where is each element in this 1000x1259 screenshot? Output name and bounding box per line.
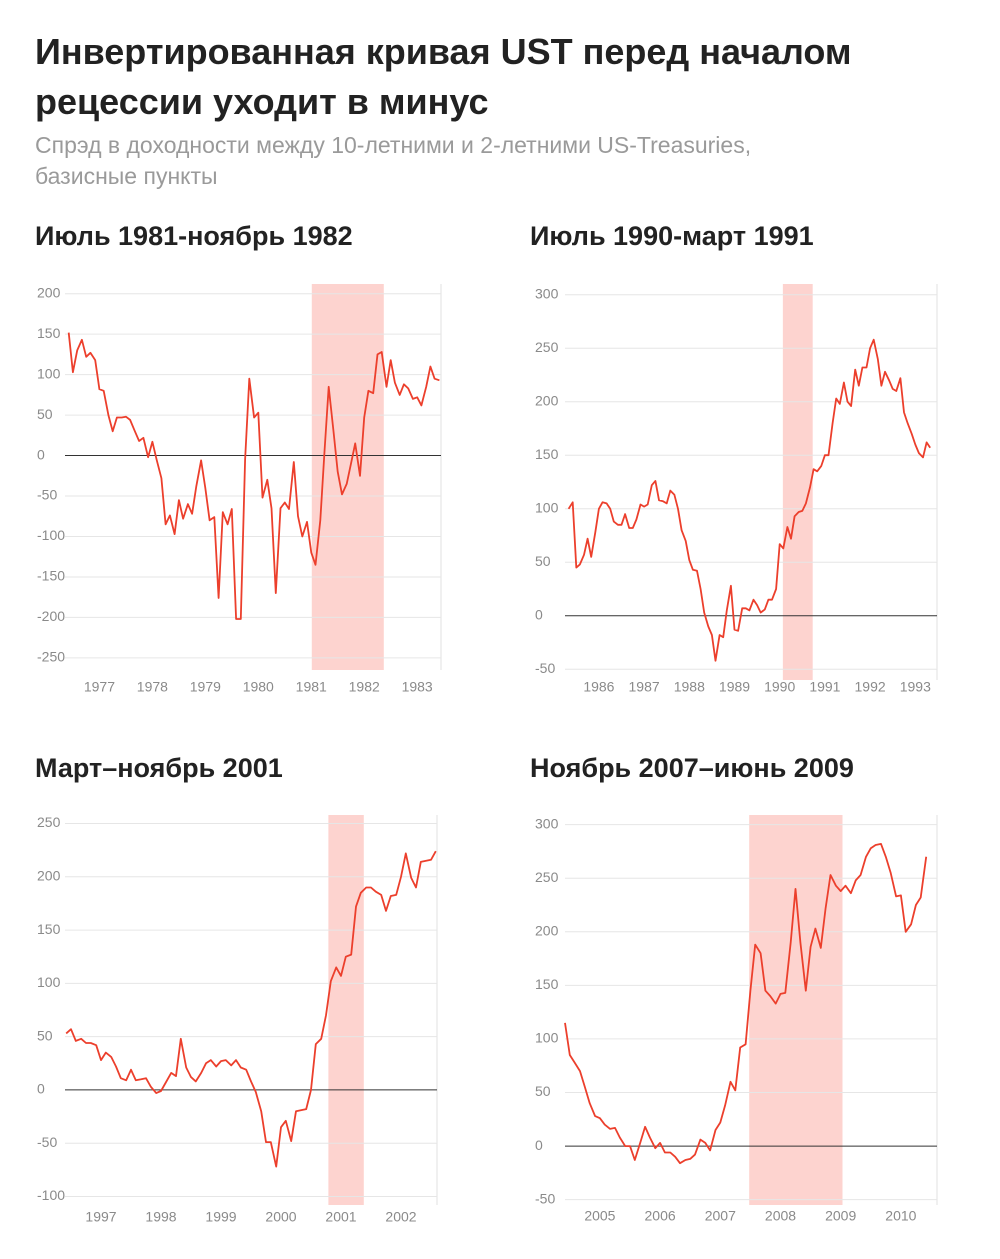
- x-tick-label: 1979: [190, 679, 221, 695]
- recession-band: [749, 815, 843, 1205]
- y-tick-label: 250: [535, 869, 559, 885]
- x-tick-label: 1980: [243, 679, 274, 695]
- y-tick-label: -100: [37, 527, 65, 543]
- y-tick-label: 300: [535, 285, 559, 301]
- chart-title: Ноябрь 2007–июнь 2009: [530, 753, 854, 783]
- x-tick-label: 1981: [296, 679, 327, 695]
- x-tick-label: 1990: [764, 679, 795, 695]
- x-tick-label: 1992: [855, 679, 886, 695]
- y-tick-label: -100: [37, 1187, 65, 1203]
- y-tick-label: 200: [37, 868, 61, 884]
- x-tick-label: 2006: [645, 1208, 676, 1224]
- x-tick-label: 2000: [265, 1209, 296, 1225]
- x-tick-label: 1977: [84, 679, 115, 695]
- y-tick-label: -200: [37, 608, 65, 624]
- y-tick-label: 100: [37, 974, 61, 990]
- x-tick-label: 1987: [629, 679, 660, 695]
- data-line: [564, 843, 928, 1165]
- y-tick-label: 0: [535, 1137, 543, 1153]
- y-tick-label: 150: [37, 325, 61, 341]
- x-tick-label: 1978: [137, 679, 168, 695]
- y-tick-label: 150: [535, 446, 559, 462]
- x-tick-label: 2007: [705, 1208, 736, 1224]
- y-tick-label: -50: [37, 487, 57, 503]
- y-tick-label: 0: [535, 606, 543, 622]
- y-tick-label: -150: [37, 568, 65, 584]
- data-line: [67, 332, 440, 620]
- x-tick-label: 2001: [325, 1209, 356, 1225]
- y-tick-label: -50: [37, 1134, 57, 1150]
- chart-title: Март–ноябрь 2001: [35, 753, 283, 783]
- y-tick-label: 200: [37, 284, 61, 300]
- y-tick-label: 100: [535, 1030, 559, 1046]
- x-tick-label: 1991: [809, 679, 840, 695]
- x-tick-label: 1986: [583, 679, 614, 695]
- y-tick-label: 200: [535, 922, 559, 938]
- recession-band: [782, 284, 813, 680]
- x-tick-label: 1988: [674, 679, 705, 695]
- page-title: Инвертированная кривая UST перед началом…: [35, 31, 852, 122]
- x-tick-label: 2002: [385, 1209, 416, 1225]
- x-tick-label: 1993: [900, 679, 931, 695]
- y-tick-label: 50: [535, 1083, 551, 1099]
- y-tick-label: 250: [37, 814, 61, 830]
- y-tick-label: -250: [37, 649, 65, 665]
- y-tick-label: 50: [37, 1027, 53, 1043]
- chart-title: Июль 1981-ноябрь 1982: [35, 221, 353, 251]
- x-tick-label: 1997: [85, 1209, 116, 1225]
- y-tick-label: 50: [535, 553, 551, 569]
- x-tick-label: 1982: [349, 679, 380, 695]
- y-tick-label: -50: [535, 1190, 555, 1206]
- y-tick-label: 0: [37, 446, 45, 462]
- x-tick-label: 1989: [719, 679, 750, 695]
- x-tick-label: 2009: [825, 1208, 856, 1224]
- data-line: [65, 850, 437, 1168]
- y-tick-label: -50: [535, 660, 555, 676]
- x-tick-label: 2005: [584, 1208, 615, 1224]
- y-tick-label: 50: [37, 406, 53, 422]
- x-tick-label: 2010: [885, 1208, 916, 1224]
- x-tick-label: 2008: [765, 1208, 796, 1224]
- chart-title: Июль 1990-март 1991: [530, 221, 814, 251]
- page-subtitle: Спрэд в доходности между 10-летними и 2-…: [35, 132, 752, 189]
- y-tick-label: 100: [37, 365, 61, 381]
- x-tick-label: 1998: [145, 1209, 176, 1225]
- y-tick-label: 150: [37, 921, 61, 937]
- y-tick-label: 300: [535, 815, 559, 831]
- y-tick-label: 100: [535, 499, 559, 515]
- y-tick-label: 0: [37, 1081, 45, 1097]
- y-tick-label: 150: [535, 976, 559, 992]
- y-tick-label: 250: [535, 339, 559, 355]
- y-tick-label: 200: [535, 392, 559, 408]
- data-line: [567, 338, 931, 662]
- recession-band: [328, 815, 364, 1205]
- x-tick-label: 1983: [402, 679, 433, 695]
- x-tick-label: 1999: [205, 1209, 236, 1225]
